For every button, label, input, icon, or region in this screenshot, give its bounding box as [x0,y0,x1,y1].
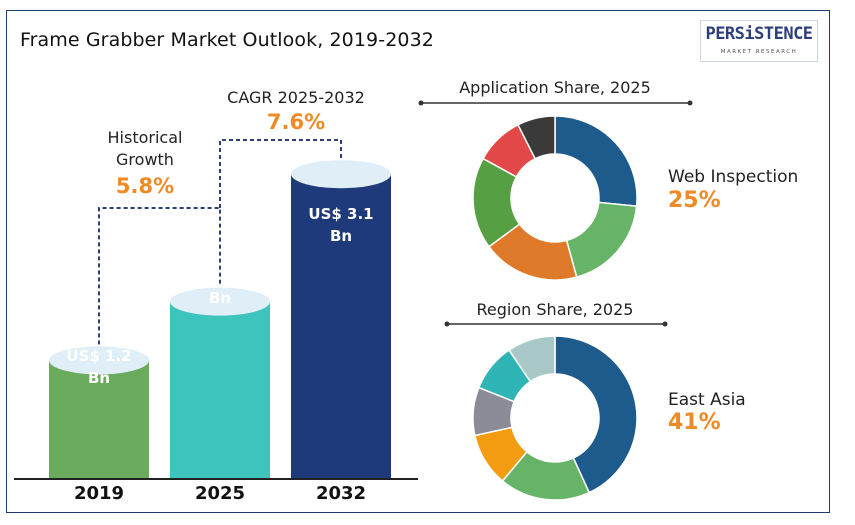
region-share-title: Region Share, 2025 [476,300,634,319]
application-rule-dot-right [687,100,693,106]
cagr-connector [219,139,342,208]
application-callout-value: 25% [668,188,721,213]
page-title: Frame Grabber Market Outlook, 2019-2032 [20,29,434,51]
bar-value-2025: US$ 1.8 Bn [170,265,270,309]
application-donut-slice-1 [554,115,638,208]
bar-2025 [170,301,270,478]
historical-growth-label-line1: Historical [107,128,183,147]
bar-value-2025-line2: Bn [208,289,232,307]
application-donut-slice-6 [517,115,556,160]
region-callout-label: East Asia [668,390,746,410]
bar-value-2019-line2: Bn [87,369,111,387]
application-rule-dot-left [418,100,424,106]
year-label-2032: 2032 [315,483,367,504]
bar-value-2032: US$ 3.1 Bn [291,203,391,247]
bar-value-2019: US$ 1.2 Bn [49,345,149,389]
cagr-label: CAGR 2025-2032 [227,88,365,107]
logo-subtext: MARKET RESEARCH [720,49,798,55]
region-rule-dot-left [444,321,450,327]
region-donut-slice-1 [554,335,638,494]
historical-growth-value: 5.8% [115,174,175,198]
historical-growth-label-line2: Growth [116,150,174,169]
bar-value-2025-line1: US$ 1.8 [187,267,253,285]
bar-top-2032 [291,160,391,189]
logo-text: PERSiSTENCE [705,24,813,44]
bar-2032 [291,174,391,478]
application-donut-slice-2 [565,201,638,279]
application-share-title: Application Share, 2025 [459,78,651,97]
bar-2019 [49,360,149,478]
region-donut-slice-6 [507,335,556,383]
bar-value-2032-line2: Bn [329,227,353,245]
region-rule-dot-right [662,321,668,327]
historical-growth-connector [98,207,221,345]
region-callout-value: 41% [668,410,721,435]
year-label-2025: 2025 [194,483,246,504]
bar-value-2019-line1: US$ 1.2 [66,347,132,365]
bar-value-2032-line1: US$ 3.1 [308,205,374,223]
bar-top-2019 [49,346,149,375]
brand-logo: PERSiSTENCE MARKET RESEARCH [700,20,818,62]
cagr-value: 7.6% [266,110,326,134]
year-label-2019: 2019 [73,483,125,504]
application-callout-label: Web Inspection [668,167,799,187]
bar-top-2025 [170,287,270,316]
